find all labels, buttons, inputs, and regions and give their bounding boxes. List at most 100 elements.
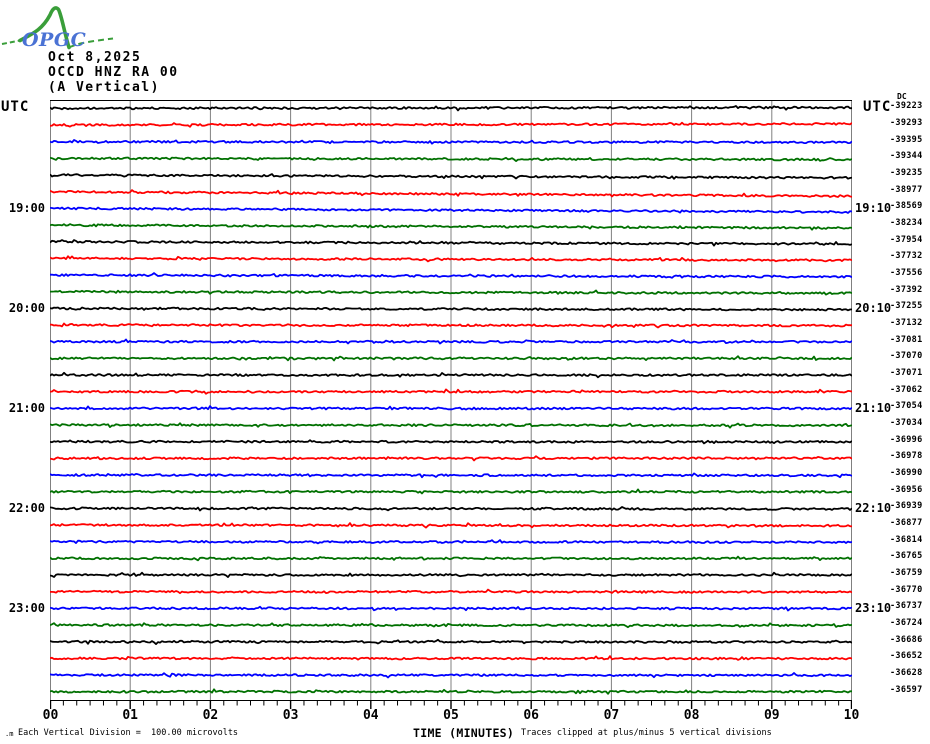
seismogram-trace bbox=[50, 239, 852, 247]
seismogram-trace bbox=[50, 306, 852, 312]
dc-offset-value: -37062 bbox=[890, 384, 923, 395]
seismogram-trace bbox=[50, 405, 852, 411]
right-time-label: 20:10 bbox=[855, 301, 892, 316]
seismogram-trace bbox=[50, 622, 852, 629]
x-tick-label: 03 bbox=[282, 708, 299, 723]
seismogram-trace bbox=[50, 121, 852, 128]
seismogram-trace bbox=[50, 588, 852, 595]
right-time-label: 22:10 bbox=[855, 501, 892, 516]
seismogram-trace bbox=[50, 371, 852, 379]
dc-offset-value: -36724 bbox=[890, 618, 923, 628]
right-time-label: 21:10 bbox=[855, 401, 892, 416]
seismogram-trace bbox=[50, 655, 852, 661]
dc-offset-value: -36737 bbox=[890, 601, 923, 612]
dc-offset-value: -36978 bbox=[890, 451, 923, 462]
seismogram-trace bbox=[50, 206, 852, 214]
dc-offset-value: -36939 bbox=[890, 501, 923, 512]
seismogram-trace bbox=[50, 289, 852, 296]
seismogram-trace bbox=[50, 571, 852, 579]
dc-offset-value: -36652 bbox=[890, 651, 923, 662]
clip-note: Traces clipped at plus/minus 5 vertical … bbox=[521, 728, 772, 738]
seismogram-trace bbox=[50, 322, 852, 329]
seismogram-trace bbox=[50, 156, 852, 162]
x-tick-label: 04 bbox=[362, 708, 379, 723]
logo-text: OPGC bbox=[22, 29, 86, 51]
seismogram-trace bbox=[50, 539, 852, 545]
dc-offset-value: -39344 bbox=[890, 151, 923, 162]
dc-offset-value: -38569 bbox=[890, 201, 923, 212]
dc-offset-value: -38234 bbox=[890, 218, 923, 228]
seismogram-trace bbox=[50, 555, 852, 562]
seismogram-trace bbox=[50, 139, 852, 145]
seismogram-trace bbox=[50, 688, 852, 695]
opgc-logo: OPGC bbox=[1, 6, 114, 51]
dc-offset-value: -36765 bbox=[890, 551, 923, 562]
header-date: Oct 8,2025 bbox=[48, 50, 142, 65]
seismogram-trace bbox=[50, 488, 852, 495]
header-component: (A Vertical) bbox=[48, 80, 160, 95]
logo-dash-left bbox=[1, 39, 21, 45]
dc-offset-value: -36686 bbox=[890, 634, 923, 645]
x-tick-label: 02 bbox=[202, 708, 219, 723]
seismogram-trace bbox=[50, 439, 852, 445]
logo-curve bbox=[18, 6, 71, 50]
corner-mark: .m bbox=[5, 730, 14, 738]
left-time-label: 23:00 bbox=[8, 601, 45, 616]
x-tick-label: 05 bbox=[443, 708, 459, 723]
x-tick-label: 08 bbox=[683, 708, 700, 723]
left-time-label: 19:00 bbox=[8, 201, 45, 216]
x-tick-label: 10 bbox=[843, 708, 860, 723]
x-axis-title: TIME (MINUTES) bbox=[413, 726, 515, 740]
x-tick-label: 06 bbox=[523, 708, 540, 723]
dc-offset-value: -36996 bbox=[890, 434, 923, 445]
dc-offset-value: -37034 bbox=[890, 418, 923, 428]
dc-offset-value: -37081 bbox=[890, 334, 923, 345]
x-tick-label: 01 bbox=[122, 708, 139, 723]
dc-offset-value: -36877 bbox=[890, 518, 923, 528]
seismogram-trace bbox=[50, 105, 852, 112]
left-time-label: 20:00 bbox=[8, 301, 45, 316]
seismogram-trace bbox=[50, 472, 852, 479]
seismogram-trace bbox=[50, 338, 852, 345]
header-station-code: OCCD HNZ RA 00 bbox=[48, 65, 179, 80]
dc-offset-value: -36770 bbox=[890, 584, 923, 595]
left-time-label: 21:00 bbox=[8, 401, 45, 416]
left-time-label: 22:00 bbox=[8, 501, 45, 516]
right-time-label: 19:10 bbox=[855, 201, 892, 216]
seismogram-trace bbox=[50, 272, 852, 279]
dc-offset-value: -37255 bbox=[890, 301, 923, 312]
seismogram-trace bbox=[50, 173, 852, 180]
seismogram-trace bbox=[50, 422, 852, 429]
vertical-division-note: Each Vertical Division = 100.00 microvol… bbox=[18, 728, 239, 738]
dc-offset-value: -37070 bbox=[890, 351, 923, 362]
dc-offset-value: -36759 bbox=[890, 568, 923, 578]
dc-offset-value: -37132 bbox=[890, 318, 923, 328]
seismogram-trace bbox=[50, 638, 852, 645]
dc-offset-value: -36597 bbox=[890, 684, 923, 695]
dc-offset-value: -39293 bbox=[890, 118, 923, 128]
dc-column-label: DC bbox=[897, 92, 907, 101]
logo-dash-right bbox=[68, 37, 114, 49]
seismogram-trace bbox=[50, 522, 852, 529]
seismogram-trace bbox=[50, 455, 852, 462]
dc-offset-value: -37954 bbox=[890, 234, 923, 245]
dc-offset-value: -36814 bbox=[890, 534, 923, 545]
seismogram-plot bbox=[50, 100, 852, 709]
dc-offset-value: -37071 bbox=[890, 368, 923, 378]
x-tick-label: 07 bbox=[603, 708, 620, 723]
dc-offset-value: -39223 bbox=[890, 101, 923, 112]
x-tick-label: 00 bbox=[42, 708, 59, 723]
utc-label-left: UTC bbox=[1, 99, 30, 115]
seismogram-trace bbox=[50, 388, 852, 395]
dc-offset-value: -36956 bbox=[890, 484, 923, 495]
dc-offset-value: -38977 bbox=[890, 184, 923, 195]
seismogram-trace bbox=[50, 223, 852, 231]
seismogram-trace bbox=[50, 355, 852, 362]
right-time-label: 23:10 bbox=[855, 601, 892, 616]
utc-label-right: UTC bbox=[863, 99, 892, 115]
dc-offset-value: -39395 bbox=[890, 134, 923, 145]
seismogram-trace bbox=[50, 672, 852, 679]
dc-offset-value: -36628 bbox=[890, 668, 923, 678]
seismogram-trace bbox=[50, 605, 852, 612]
